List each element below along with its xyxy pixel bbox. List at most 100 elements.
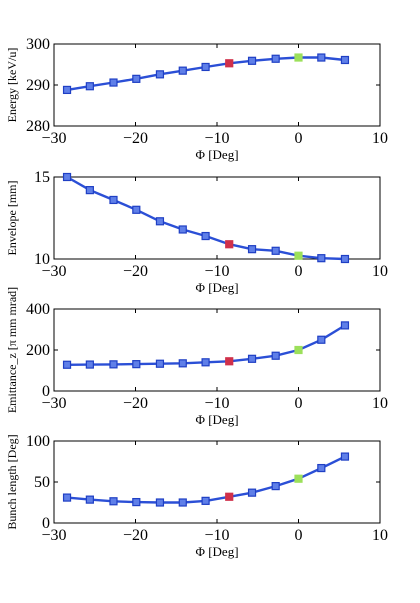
data-point xyxy=(340,321,350,330)
data-point xyxy=(109,360,118,369)
x-tick-label: −20 xyxy=(123,263,148,280)
highlight-point-green xyxy=(294,251,303,260)
y-axis-label: Envelope [mm] xyxy=(5,181,19,256)
data-point xyxy=(271,54,280,63)
subplot-1: −30 −20 −10 0 10 280 290 300 Φ [Deg] Energy [keV/… xyxy=(5,36,388,162)
axes-frame xyxy=(53,440,381,524)
data-point xyxy=(247,56,257,65)
y-tick-label: 300 xyxy=(26,36,50,53)
x-tick-label: −20 xyxy=(123,527,148,544)
y-tick-label: 290 xyxy=(26,77,50,94)
data-point xyxy=(62,493,72,502)
data-point xyxy=(201,496,210,505)
axes-frame xyxy=(53,308,381,392)
x-tick-label: 0 xyxy=(295,527,303,544)
data-point xyxy=(132,74,141,83)
data-point xyxy=(85,82,94,91)
data-point xyxy=(132,497,141,507)
series-line xyxy=(66,455,346,504)
y-tick-label: 0 xyxy=(42,383,50,400)
data-point xyxy=(178,498,187,507)
data-point xyxy=(317,335,326,344)
series-line xyxy=(66,175,346,261)
y-tick-label: 400 xyxy=(26,301,50,318)
data-point xyxy=(132,360,141,369)
x-tick-label: −30 xyxy=(41,130,66,147)
x-tick-label: −30 xyxy=(41,395,66,412)
y-axis-label: Energy [keV/u] xyxy=(5,48,19,123)
y-axis-label: Emittance_z [π mm mrad] xyxy=(5,287,19,413)
data-point xyxy=(178,225,187,234)
highlight-point-red xyxy=(225,492,234,501)
data-point xyxy=(178,359,187,368)
data-point xyxy=(271,246,280,255)
x-tick-label: −30 xyxy=(41,527,66,544)
data-point xyxy=(85,495,94,504)
data-point xyxy=(85,186,94,195)
data-point xyxy=(247,245,257,254)
data-point xyxy=(340,254,350,264)
data-point xyxy=(109,497,118,506)
data-point xyxy=(155,217,165,226)
highlight-point-red xyxy=(225,357,234,366)
data-point xyxy=(155,70,165,79)
data-point xyxy=(155,498,165,507)
data-point xyxy=(132,205,141,214)
highlight-point-green xyxy=(294,53,303,62)
data-point xyxy=(109,195,118,205)
x-tick-label: 0 xyxy=(295,395,303,412)
x-axis-label: Φ [Deg] xyxy=(195,412,238,427)
highlight-point-green xyxy=(294,345,303,355)
highlight-point-red xyxy=(225,240,234,249)
x-tick-label: −20 xyxy=(123,130,148,147)
subplot-2: −30 −20 −10 0 10 10 15 Φ [Deg] Envelope [mm] xyxy=(5,169,388,295)
axes-frame xyxy=(53,176,381,260)
data-point xyxy=(247,488,257,497)
x-tick-label: −10 xyxy=(204,395,229,412)
y-tick-label: 10 xyxy=(34,251,50,268)
y-tick-label: 50 xyxy=(34,474,50,491)
x-tick-label: 10 xyxy=(372,130,388,147)
x-tick-label: 10 xyxy=(372,395,388,412)
data-point xyxy=(155,359,165,368)
highlight-point-red xyxy=(225,59,234,68)
x-tick-label: −20 xyxy=(123,395,148,412)
data-point xyxy=(109,78,118,87)
data-point xyxy=(340,452,350,461)
y-axis-label: Bunch length [Deg] xyxy=(5,434,19,529)
x-tick-label: 10 xyxy=(372,527,388,544)
data-point xyxy=(201,358,210,367)
x-tick-label: −10 xyxy=(204,527,229,544)
x-tick-label: −10 xyxy=(204,263,229,280)
data-point xyxy=(317,463,326,473)
x-axis-label: Φ [Deg] xyxy=(195,280,238,295)
x-tick-label: −30 xyxy=(41,263,66,280)
data-point xyxy=(201,62,210,72)
x-axis-label: Φ [Deg] xyxy=(195,544,238,559)
x-tick-label: −10 xyxy=(204,130,229,147)
data-point xyxy=(317,254,326,263)
data-point xyxy=(85,360,94,369)
data-point xyxy=(271,482,280,491)
data-point xyxy=(201,231,210,241)
x-tick-label: 0 xyxy=(295,130,303,147)
y-tick-label: 100 xyxy=(26,433,50,450)
y-tick-label: 280 xyxy=(26,118,50,135)
data-point xyxy=(62,85,72,95)
y-tick-label: 200 xyxy=(26,342,50,359)
data-point xyxy=(62,172,72,182)
data-point xyxy=(178,66,187,75)
data-point xyxy=(317,53,326,62)
highlight-point-green xyxy=(294,474,303,483)
x-tick-label: 10 xyxy=(372,263,388,280)
y-tick-label: 0 xyxy=(42,515,50,532)
y-tick-label: 15 xyxy=(34,169,50,186)
data-point xyxy=(340,55,350,65)
data-point xyxy=(62,360,72,369)
x-axis-label: Φ [Deg] xyxy=(195,147,238,162)
data-point xyxy=(271,351,280,360)
